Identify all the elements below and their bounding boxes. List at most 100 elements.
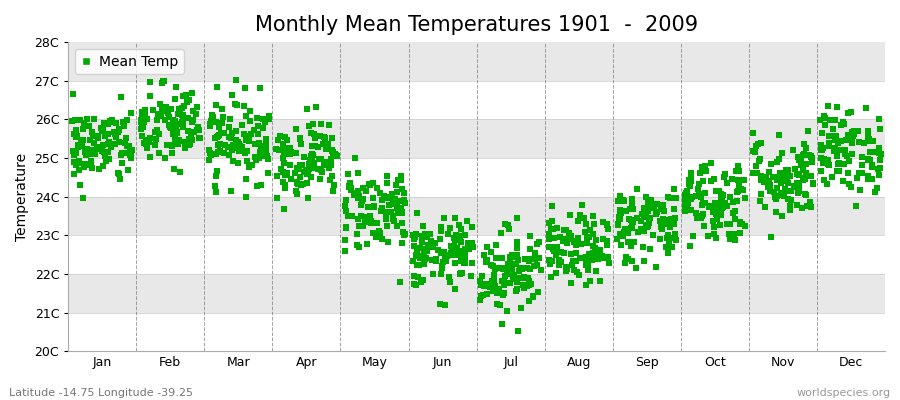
Point — [616, 197, 630, 203]
Point — [571, 218, 585, 224]
Point — [311, 165, 326, 172]
Point — [339, 225, 354, 232]
Point — [218, 142, 232, 149]
Point — [115, 150, 130, 156]
Point — [818, 115, 832, 121]
Point — [661, 250, 675, 256]
Point — [491, 290, 505, 296]
Point — [305, 157, 320, 163]
Point — [259, 144, 274, 150]
Point — [798, 175, 813, 181]
Point — [726, 199, 741, 206]
Point — [453, 233, 467, 240]
Point — [762, 188, 777, 194]
Point — [416, 277, 430, 283]
Point — [639, 224, 653, 230]
Point — [831, 140, 845, 147]
Point — [391, 189, 405, 196]
Point — [822, 143, 836, 149]
Point — [76, 164, 91, 170]
Point — [188, 111, 202, 117]
Point — [277, 151, 292, 158]
Point — [377, 193, 392, 199]
Point — [118, 140, 132, 146]
Point — [683, 243, 698, 250]
Point — [395, 220, 410, 226]
Point — [261, 170, 275, 176]
Point — [640, 208, 654, 214]
Point — [816, 145, 831, 152]
Point — [112, 126, 126, 133]
Point — [135, 109, 149, 116]
Point — [780, 177, 795, 183]
Point — [818, 122, 832, 128]
Point — [204, 152, 219, 158]
Point — [619, 253, 634, 260]
Point — [407, 236, 421, 242]
Point — [796, 166, 811, 173]
Point — [413, 278, 428, 285]
Point — [271, 137, 285, 143]
Point — [171, 141, 185, 148]
Point — [344, 187, 358, 193]
Point — [473, 297, 488, 303]
Point — [75, 143, 89, 150]
Point — [563, 232, 578, 239]
Point — [139, 107, 153, 113]
Point — [842, 180, 857, 187]
Point — [215, 119, 230, 126]
Point — [617, 225, 632, 232]
Point — [272, 147, 286, 153]
Point — [510, 279, 525, 285]
Point — [339, 196, 354, 203]
Point — [325, 188, 339, 194]
Point — [610, 236, 625, 242]
Point — [590, 247, 605, 254]
Point — [474, 282, 489, 288]
Point — [644, 196, 658, 203]
Point — [736, 186, 751, 193]
Point — [494, 230, 508, 236]
Point — [94, 125, 108, 132]
Point — [873, 126, 887, 132]
Point — [738, 195, 752, 201]
Point — [804, 204, 818, 211]
Point — [416, 223, 430, 229]
Point — [579, 260, 593, 266]
Point — [326, 153, 340, 159]
Point — [448, 236, 463, 243]
Point — [831, 161, 845, 167]
Point — [300, 105, 314, 112]
Point — [655, 218, 670, 224]
Point — [752, 158, 766, 164]
Point — [852, 138, 867, 145]
Point — [718, 170, 733, 177]
Point — [70, 143, 85, 150]
Point — [546, 226, 561, 232]
Point — [461, 240, 475, 246]
Point — [869, 185, 884, 191]
Point — [230, 139, 245, 145]
Point — [695, 202, 709, 208]
Point — [833, 138, 848, 144]
Point — [74, 138, 88, 145]
Point — [68, 134, 83, 140]
Point — [176, 117, 190, 124]
Point — [699, 168, 714, 174]
Point — [624, 243, 638, 249]
Point — [724, 236, 738, 242]
Point — [140, 145, 155, 152]
Point — [821, 161, 835, 167]
Point — [509, 239, 524, 245]
Point — [748, 148, 762, 155]
Point — [256, 125, 270, 132]
Point — [617, 198, 632, 204]
Point — [302, 195, 316, 201]
Point — [74, 137, 88, 144]
Point — [559, 264, 573, 270]
Point — [761, 178, 776, 184]
Bar — [68, 42, 885, 81]
Point — [454, 270, 469, 276]
Point — [69, 150, 84, 156]
Point — [781, 167, 796, 173]
